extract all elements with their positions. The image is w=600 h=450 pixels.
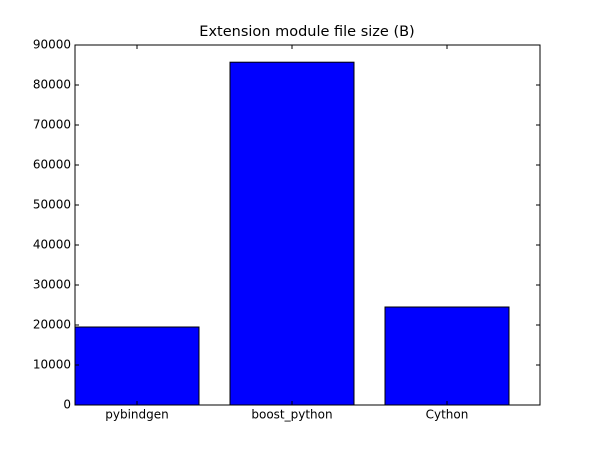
- y-tick-label: 90000: [33, 38, 71, 52]
- y-tick-label: 80000: [33, 78, 71, 92]
- y-tick-label: 60000: [33, 158, 71, 172]
- bar: [74, 326, 200, 406]
- y-tick-label: 70000: [33, 118, 71, 132]
- bar: [384, 306, 510, 406]
- y-tick-label: 40000: [33, 238, 71, 252]
- y-tick-label: 50000: [33, 198, 71, 212]
- x-tick-label: pybindgen: [105, 408, 169, 422]
- y-tick-label: 20000: [33, 318, 71, 332]
- x-tick-label: boost_python: [251, 408, 332, 422]
- bar: [229, 61, 355, 406]
- plot-frame: [74, 44, 541, 406]
- y-tick-label: 10000: [33, 358, 71, 372]
- y-tick-label: 30000: [33, 278, 71, 292]
- x-tick-label: Cython: [426, 408, 469, 422]
- chart-title: Extension module file size (B): [199, 24, 414, 40]
- y-tick-label: 0: [63, 398, 71, 412]
